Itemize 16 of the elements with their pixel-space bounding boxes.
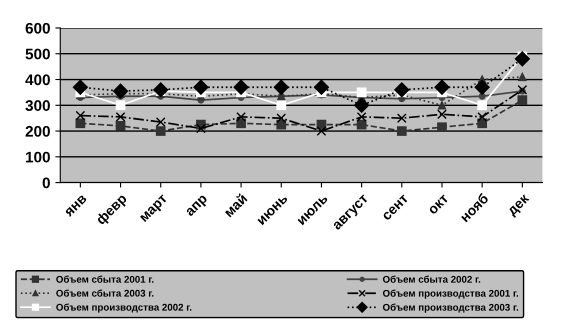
- y-tick-label: 600: [26, 22, 50, 34]
- y-tick-label: 400: [25, 74, 50, 86]
- legend-label: Объем сбыта 2001 г.: [56, 276, 154, 283]
- legend-label: Объем сбыта 2003 г.: [56, 289, 154, 297]
- y-tick-label: 200: [26, 126, 50, 137]
- legend-label: Объем производства 2001 г.: [382, 290, 518, 299]
- y-tick-label: 0: [42, 177, 50, 188]
- legend-label: Объем производства 2002 г.: [56, 303, 192, 313]
- legend-label: Объем производства 2003 г.: [382, 304, 518, 313]
- y-tick-label: 100: [26, 152, 50, 163]
- legend-label: Объем сбыта 2002 г.: [382, 276, 480, 283]
- x-tick-label: янв: [64, 194, 88, 218]
- x-tick-label: апр: [186, 194, 210, 219]
- y-tick-label: 300: [25, 100, 50, 111]
- y-tick-label: 500: [26, 48, 50, 60]
- x-tick-label: окт: [428, 194, 449, 215]
